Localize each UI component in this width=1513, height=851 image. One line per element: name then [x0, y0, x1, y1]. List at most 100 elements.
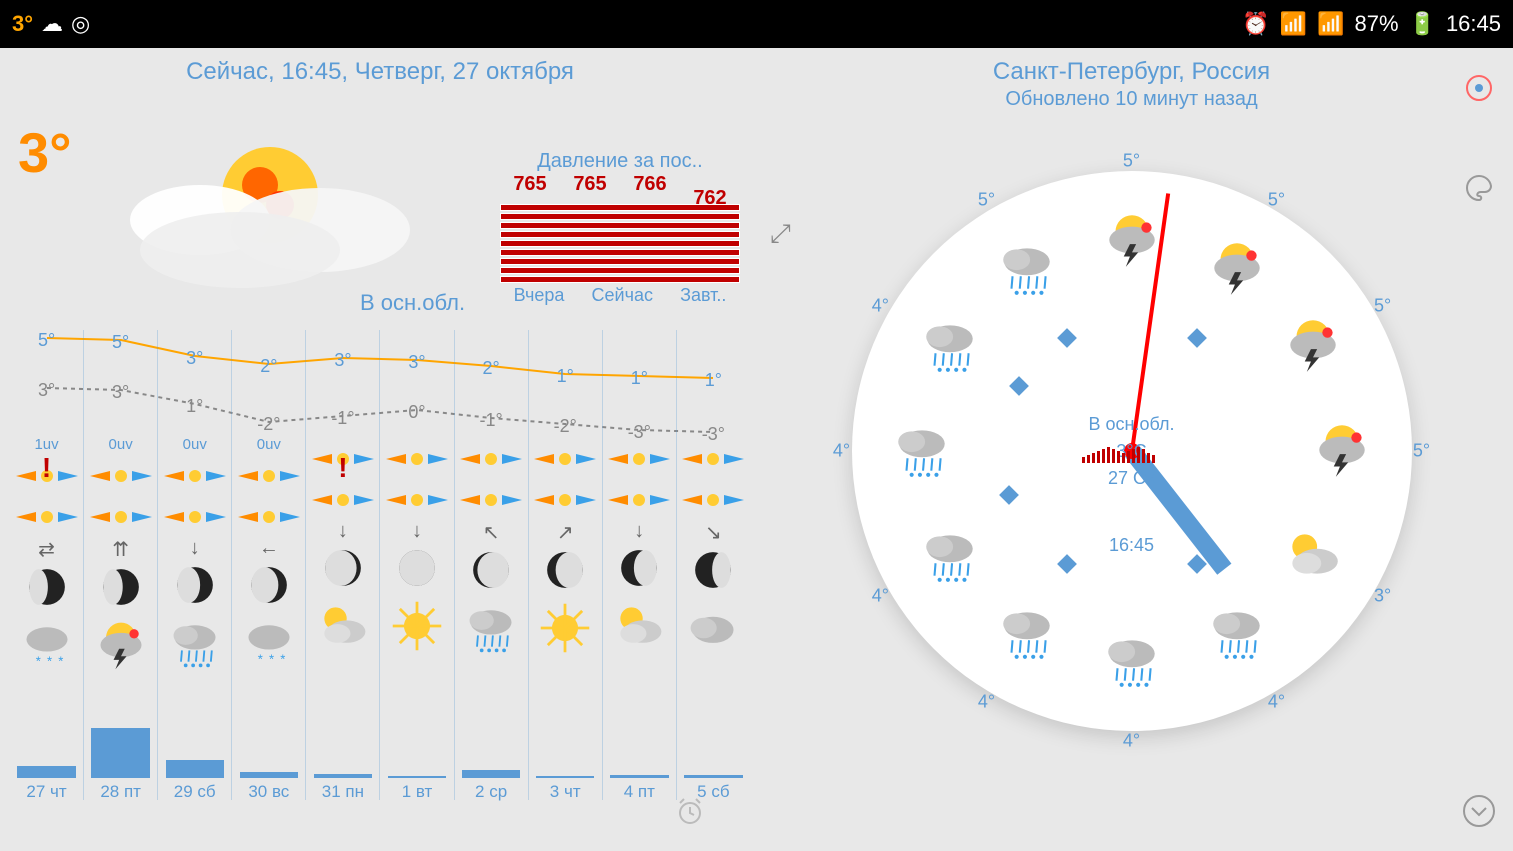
moon-phase-icon — [544, 549, 586, 596]
precip-bar — [166, 760, 224, 778]
clock-date: 27 Ок — [1089, 465, 1175, 492]
temp-high: 3° — [334, 350, 351, 371]
forecast-weather-icon — [167, 615, 223, 676]
sunrise-sunset-icon — [312, 487, 374, 518]
clock-hour-weather-icon — [995, 237, 1059, 301]
uv-index: 0uv — [183, 436, 207, 453]
pressure-l1: Сейчас — [592, 285, 653, 306]
clock-hour-weather-icon — [1281, 314, 1345, 378]
sunrise-sunset-icon — [90, 463, 152, 494]
sunrise-sunset-icon — [90, 504, 152, 535]
clock-hour-temp: 5° — [1268, 189, 1285, 210]
temp-high: 5° — [38, 330, 55, 351]
temp-low: -2° — [257, 414, 280, 435]
clock-hour-weather-icon — [1100, 209, 1164, 273]
wind-direction: ⇈ — [112, 537, 129, 562]
temp-high: 2° — [260, 356, 277, 377]
svg-text:*: * — [280, 652, 285, 667]
precip-bar — [462, 770, 520, 778]
wind-direction: ↓ — [634, 520, 644, 543]
clock-hour-temp: 3° — [1374, 586, 1391, 607]
day-column[interactable]: 2° -1° ↖ 2 ср — [455, 330, 529, 800]
status-bar: 3° ☁ ◎ ⏰ 📶 📶 87% 🔋 16:45 — [0, 0, 1513, 48]
clock-center-text: В осн.обл. 3°C 27 Ок 16:45 — [1089, 411, 1175, 559]
day-label: 30 вс — [248, 782, 289, 802]
temp-high: 3° — [186, 348, 203, 369]
clock-hour-weather-icon — [995, 601, 1059, 665]
day-label: 4 пт — [624, 782, 655, 802]
temp-low: -1° — [331, 408, 354, 429]
now-block: 3° В осн.обл. Давление за пос.. 765 765 … — [10, 90, 750, 330]
day-column[interactable]: 5° 3° 1uv ! ⇄ *** 27 чт — [10, 330, 84, 800]
forecast-weather-icon — [463, 600, 519, 661]
left-panel: Сейчас, 16:45, Четверг, 27 октября 3° В … — [0, 48, 760, 851]
sync-icon: ◎ — [71, 11, 90, 37]
day-column[interactable]: 1° -3° ↓ 4 пт — [603, 330, 677, 800]
wind-direction: ↓ — [412, 520, 422, 543]
uv-index: 1uv — [34, 436, 58, 453]
clock-hour-temp: 5° — [1374, 296, 1391, 317]
svg-text:*: * — [58, 654, 63, 669]
precip-bar — [314, 774, 372, 778]
battery-text: 87% — [1354, 11, 1398, 37]
temp-high: 1° — [557, 366, 574, 387]
day-column[interactable]: 1° -2° ↗ 3 чт — [529, 330, 603, 800]
palette-icon[interactable] — [1459, 168, 1499, 208]
precip-bar — [610, 775, 668, 778]
svg-text:*: * — [258, 652, 263, 667]
moon-phase-icon — [618, 547, 660, 594]
sunrise-sunset-icon — [608, 487, 670, 518]
day-label: 3 чт — [550, 782, 581, 802]
temp-low: 3° — [38, 380, 55, 401]
clock-hour-weather-icon — [918, 524, 982, 588]
svg-text:*: * — [35, 654, 40, 669]
now-temperature: 3° — [18, 120, 72, 185]
now-header: Сейчас, 16:45, Четверг, 27 октября — [10, 58, 750, 86]
clock-face[interactable]: В осн.обл. 3°C 27 Ок 16:45 5°5°5°5°3°4°4… — [812, 131, 1452, 771]
clock-pressure-bars — [1082, 443, 1155, 463]
day-label: 1 вт — [402, 782, 433, 802]
wind-direction: ↓ — [190, 537, 200, 560]
day-column[interactable]: 5° 3° 0uv ⇈ 28 пт — [84, 330, 158, 800]
clock-hour-temp: 4° — [978, 692, 995, 713]
temp-low: 1° — [186, 396, 203, 417]
sunrise-sunset-icon — [534, 487, 596, 518]
main-content: Сейчас, 16:45, Четверг, 27 октября 3° В … — [0, 48, 1513, 851]
day-label: 28 пт — [100, 782, 141, 802]
day-column[interactable]: 3° -1° ! ↓ 31 пн — [306, 330, 380, 800]
alert-icon: ! — [42, 452, 51, 484]
alarm-set-icon[interactable] — [670, 791, 710, 831]
now-weather-icon — [120, 100, 440, 305]
clock-condition: В осн.обл. — [1089, 411, 1175, 438]
menu-icon[interactable] — [1459, 791, 1499, 831]
sunrise-sunset-icon — [164, 504, 226, 535]
pressure-v1: 765 — [573, 173, 606, 196]
temp-high: 1° — [631, 368, 648, 389]
sunrise-sunset-icon — [534, 446, 596, 477]
day-column[interactable]: 3° 0° ↓ 1 вт — [380, 330, 454, 800]
temp-low: 3° — [112, 382, 129, 403]
temp-high: 3° — [408, 352, 425, 373]
wind-direction: ↓ — [338, 520, 348, 543]
statusbar-temp: 3° — [12, 11, 33, 37]
pressure-block[interactable]: Давление за пос.. 765 765 766 762 Вчера … — [500, 150, 740, 306]
day-column[interactable]: 1° -3° ↘ 5 сб — [677, 330, 750, 800]
locate-icon[interactable] — [1459, 68, 1499, 108]
precip-bar — [684, 775, 742, 778]
clock-hour-weather-icon — [1281, 524, 1345, 588]
day-column[interactable]: 3° 1° 0uv ↓ 29 сб — [158, 330, 232, 800]
sunrise-sunset-icon — [682, 487, 744, 518]
uv-index: 0uv — [257, 436, 281, 453]
clock-hour-weather-icon — [1100, 629, 1164, 693]
clock-hour-temp: 4° — [1268, 692, 1285, 713]
pressure-title: Давление за пос.. — [500, 150, 740, 173]
sunrise-sunset-icon — [460, 446, 522, 477]
location-city[interactable]: Санкт-Петербург, Россия — [760, 58, 1503, 86]
battery-icon: 🔋 — [1409, 11, 1436, 37]
moon-phase-icon — [692, 549, 734, 596]
day-column[interactable]: 2° -2° 0uv ← *** 30 вс — [232, 330, 306, 800]
moon-phase-icon — [26, 566, 68, 613]
temp-high: 2° — [483, 358, 500, 379]
alarm-icon: ⏰ — [1242, 11, 1269, 37]
sunrise-sunset-icon — [386, 487, 448, 518]
